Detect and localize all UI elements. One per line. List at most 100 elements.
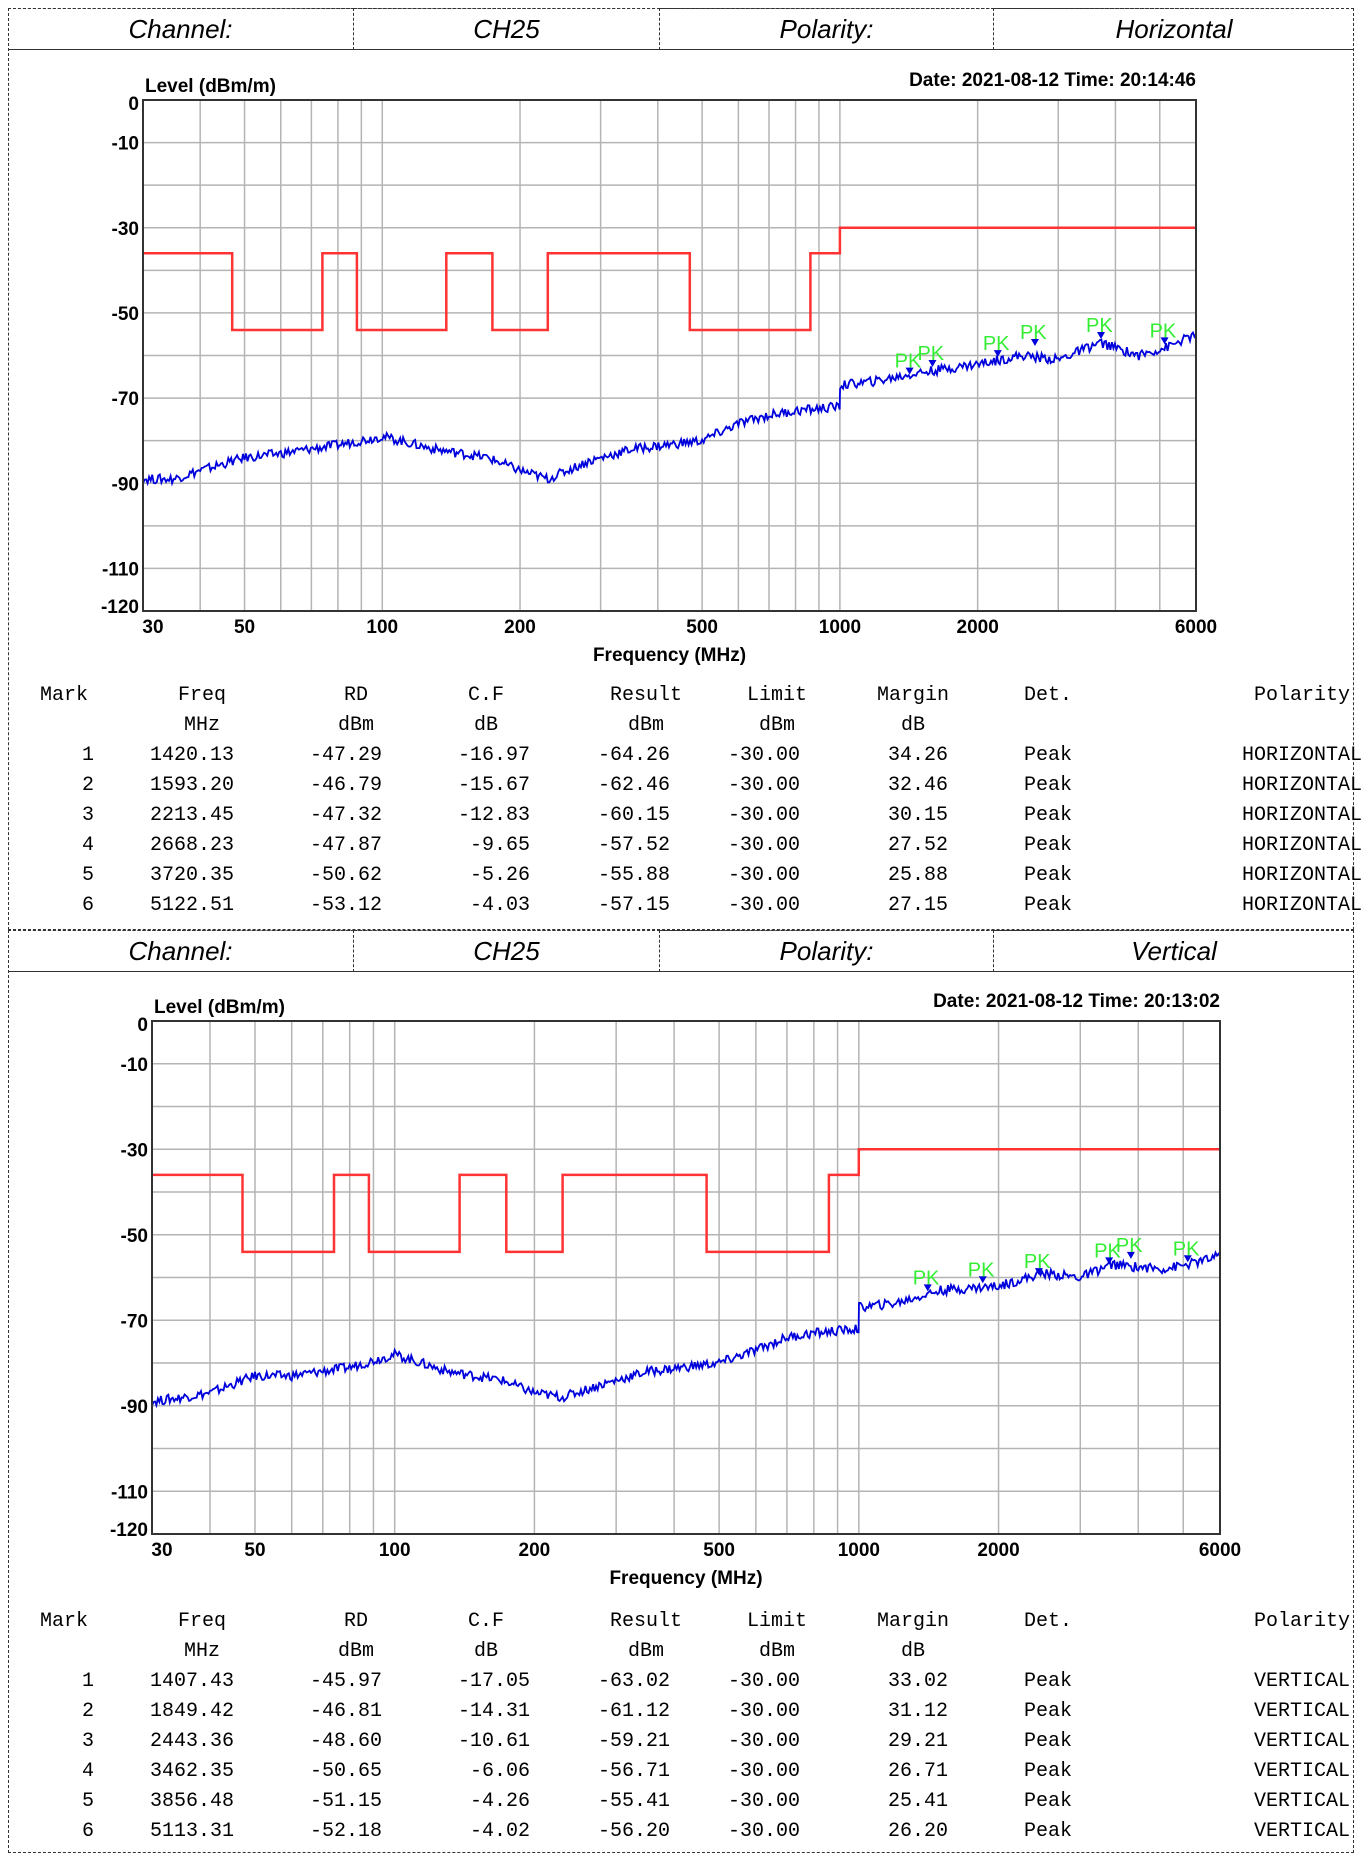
table-cell: C.F bbox=[467, 684, 505, 707]
table-cell: HORIZONTAL bbox=[1241, 774, 1362, 797]
table-cell: -15.67 bbox=[457, 774, 530, 797]
peak-marker bbox=[1105, 1257, 1114, 1265]
table-cell: Peak bbox=[1024, 1670, 1073, 1693]
table-cell: Limit bbox=[746, 684, 808, 707]
table-cell: 25.41 bbox=[888, 1790, 949, 1813]
table-cell: VERTICAL bbox=[1253, 1700, 1351, 1723]
table-cell: 5113.31 bbox=[149, 1820, 235, 1843]
peak-marker-label: PK bbox=[1086, 315, 1113, 337]
table-cell: HORIZONTAL bbox=[1241, 744, 1362, 767]
y-tick-label: 0 bbox=[137, 1015, 148, 1036]
table-cell: RD bbox=[343, 684, 369, 707]
header-row-vertical: Channel: CH25 Polarity: Vertical bbox=[8, 930, 1354, 972]
table-cell: 4 bbox=[81, 1760, 94, 1783]
table-cell: Peak bbox=[1024, 1700, 1073, 1723]
table-cell: C.F bbox=[467, 1610, 505, 1633]
table-cell: -56.20 bbox=[597, 1820, 670, 1843]
table-cell: -64.26 bbox=[597, 744, 670, 767]
table-row: 2 1593.20 -46.79 -15.67 -62.46 -30.00 32.46 Pea… bbox=[20, 774, 1362, 804]
table-cell: -5.26 bbox=[469, 864, 530, 887]
table-cell: 1 bbox=[81, 1670, 94, 1693]
y-tick-label: -50 bbox=[121, 1226, 148, 1247]
table-cell: Limit bbox=[746, 1610, 808, 1633]
peak-marker bbox=[1030, 338, 1039, 346]
table-cell: -30.00 bbox=[727, 804, 800, 827]
table-cell: -12.83 bbox=[457, 804, 530, 827]
table-cell: -52.18 bbox=[309, 1820, 382, 1843]
table-cell: VERTICAL bbox=[1253, 1730, 1351, 1753]
table-cell: Margin bbox=[876, 684, 950, 707]
table-cell: 27.52 bbox=[888, 834, 949, 857]
x-tick-label: 30 bbox=[151, 1540, 172, 1561]
table-cell: -57.52 bbox=[597, 834, 670, 857]
x-tick-label: 6000 bbox=[1175, 617, 1217, 638]
table-row: 3 2213.45 -47.32 -12.83 -60.15 -30.00 30.15 Pea… bbox=[20, 804, 1362, 834]
y-tick-label: -70 bbox=[121, 1311, 148, 1332]
table-cell: 25.88 bbox=[888, 864, 949, 887]
table-cell: Margin bbox=[876, 1610, 950, 1633]
table-cell: -4.03 bbox=[469, 894, 530, 917]
table-cell: 29.21 bbox=[888, 1730, 949, 1753]
x-tick-label: 500 bbox=[703, 1540, 735, 1561]
results-table-vertical: Mark Freq RD C.F Result Limit Margin Det. Polari… bbox=[20, 1610, 1350, 1850]
peak-marker bbox=[928, 359, 937, 367]
x-tick-label: 6000 bbox=[1199, 1540, 1241, 1561]
table-cell: 2213.45 bbox=[149, 804, 235, 827]
header-row-horizontal: Channel: CH25 Polarity: Horizontal bbox=[8, 8, 1354, 50]
peak-marker bbox=[923, 1284, 932, 1292]
measurement-trace bbox=[151, 1250, 1221, 1409]
table-cell: VERTICAL bbox=[1253, 1820, 1351, 1843]
table-cell: -9.65 bbox=[469, 834, 530, 857]
table-cell: 2443.36 bbox=[149, 1730, 235, 1753]
table-cell: MHz bbox=[183, 714, 221, 737]
table-cell: RD bbox=[343, 1610, 369, 1633]
table-cell: dBm bbox=[627, 714, 665, 737]
table-cell: -57.15 bbox=[597, 894, 670, 917]
table-row: 5 3720.35 -50.62 -5.26 -55.88 -30.00 25.88 Peak… bbox=[20, 864, 1362, 894]
table-cell: -17.05 bbox=[457, 1670, 530, 1693]
polarity-value: Horizontal bbox=[994, 8, 1354, 50]
table-cell: Peak bbox=[1024, 1730, 1073, 1753]
peak-marker bbox=[978, 1276, 987, 1284]
x-tick-label: 100 bbox=[366, 617, 398, 638]
table-cell: Mark bbox=[40, 684, 89, 707]
y-tick-label: -90 bbox=[112, 474, 139, 495]
table-cell: VERTICAL bbox=[1253, 1760, 1351, 1783]
table-cell: Det. bbox=[1024, 684, 1073, 707]
table-cell: 1593.20 bbox=[149, 774, 235, 797]
channel-value: CH25 bbox=[354, 930, 660, 972]
peak-marker bbox=[1097, 331, 1106, 339]
peak-marker bbox=[993, 350, 1002, 358]
peak-marker-label: PK bbox=[895, 351, 922, 373]
table-cell: -51.15 bbox=[309, 1790, 382, 1813]
x-tick-label: 500 bbox=[686, 617, 718, 638]
y-tick-label: -70 bbox=[112, 389, 139, 410]
peak-marker-label: PK bbox=[1024, 1251, 1051, 1273]
x-tick-label: 2000 bbox=[977, 1540, 1019, 1561]
table-cell: -30.00 bbox=[727, 1820, 800, 1843]
peak-marker-label: PK bbox=[1116, 1235, 1143, 1257]
table-cell: HORIZONTAL bbox=[1241, 834, 1362, 857]
date-time-label: Date: 2021-08-12 Time: 20:13:02 bbox=[933, 991, 1220, 1012]
table-cell: Peak bbox=[1024, 894, 1073, 917]
table-row: 1 1420.13 -47.29 -16.97 -64.26 -30.00 34.26 Pea… bbox=[20, 744, 1362, 774]
table-cell: -46.81 bbox=[309, 1700, 382, 1723]
table-cell: -30.00 bbox=[727, 894, 800, 917]
plot-frame bbox=[151, 1020, 1221, 1535]
table-cell: dB bbox=[473, 1640, 499, 1663]
table-cell: Peak bbox=[1024, 774, 1073, 797]
peak-marker-label: PK bbox=[1150, 320, 1177, 342]
table-cell: HORIZONTAL bbox=[1241, 894, 1362, 917]
table-cell: -30.00 bbox=[727, 1730, 800, 1753]
table-cell: 26.71 bbox=[888, 1760, 949, 1783]
table-cell: dBm bbox=[337, 1640, 375, 1663]
table-row: 6 5113.31 -52.18 -4.02 -56.20 -30.00 26.20 Peak… bbox=[20, 1820, 1350, 1850]
peak-marker-label: PK bbox=[983, 333, 1010, 355]
y-tick-label: -110 bbox=[102, 559, 139, 580]
table-cell: -59.21 bbox=[597, 1730, 670, 1753]
table-cell: 6 bbox=[81, 894, 94, 917]
x-axis-label: Frequency (MHz) bbox=[593, 645, 746, 666]
limit-line bbox=[143, 226, 1196, 332]
table-cell: 32.46 bbox=[888, 774, 949, 797]
